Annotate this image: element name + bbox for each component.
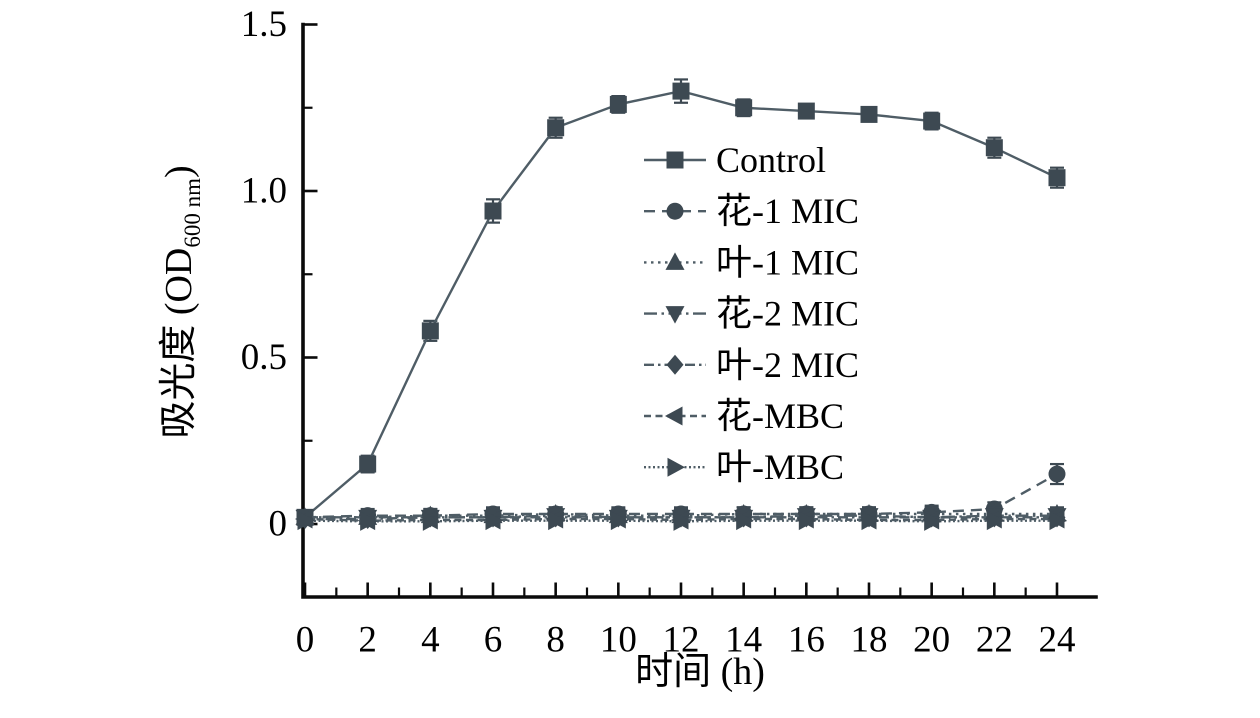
marker-circle-icon [666,202,684,220]
marker-square-icon [609,95,627,113]
x-tick-label: 16 [788,620,825,661]
marker-triangle-right-icon [736,511,754,531]
marker-square-icon [860,105,878,123]
marker-triangle-left-icon [665,406,683,426]
legend-item-5: 叶-2 MIC [644,345,859,385]
x-tick-label: 2 [358,620,377,661]
marker-circle-icon [1048,465,1066,483]
marker-triangle-right-icon [297,511,315,531]
x-tick-label: 12 [662,620,699,661]
legend-item-6: 花-MBC [644,396,844,436]
marker-triangle-up-icon [665,252,685,270]
marker-square-icon [672,82,690,100]
marker-square-icon [985,139,1003,157]
marker-triangle-right-icon [610,511,629,531]
legend-item-1: Control [644,140,826,180]
y-axis-title: 吸光度 (OD600 nm) [158,165,205,438]
marker-square-icon [547,119,565,137]
marker-square-icon [923,112,941,130]
marker-triangle-right-icon [798,511,817,531]
marker-square-icon [421,322,439,340]
x-tick-label: 18 [850,620,887,661]
marker-square-icon [484,202,502,220]
marker-square-icon [666,151,684,169]
legend-label: 叶-2 MIC [716,345,859,385]
marker-triangle-down-icon [665,306,685,324]
marker-triangle-right-icon [360,511,378,531]
marker-triangle-right-icon [485,511,503,531]
marker-triangle-right-icon [422,511,441,531]
legend-item-7: 叶-MBC [644,447,844,487]
y-tick-label: 1.5 [241,4,287,45]
x-tick-label: 4 [421,620,440,661]
y-axis-title-close: ) [158,165,200,178]
legend-label: 花-2 MIC [716,294,859,334]
legend-label: 花-MBC [716,396,844,436]
marker-square-icon [735,99,753,117]
x-tick-label: 0 [296,620,315,661]
y-tick-label: 0.5 [241,337,287,378]
legend-item-2: 花-1 MIC [644,191,859,231]
legend-label: Control [716,140,826,180]
y-axis-title-main: 吸光度 (OD [158,248,200,439]
marker-triangle-right-icon [986,511,1005,531]
marker-triangle-right-icon [1049,511,1067,531]
series-treatment-6 [297,511,1067,531]
legend-item-4: 花-2 MIC [644,294,859,334]
marker-square-icon [359,455,377,473]
x-tick-label: 8 [546,620,565,661]
x-tick-label: 14 [725,620,762,661]
marker-square-icon [1048,169,1066,187]
axis-frame [301,22,1098,599]
marker-triangle-right-icon [924,511,942,531]
marker-triangle-right-icon [548,511,566,531]
marker-triangle-right-icon [861,511,879,531]
series-control [296,78,1066,526]
legend-item-3: 叶-1 MIC [644,242,859,282]
legend-label: 叶-MBC [716,447,844,487]
x-tick-label: 6 [484,620,503,661]
legend-label: 花-1 MIC [716,191,859,231]
x-tick-label: 10 [600,620,637,661]
y-tick-label: 0 [269,504,288,545]
x-tick-label: 20 [913,620,950,661]
x-tick-label: 24 [1038,620,1075,661]
x-tick-label: 22 [976,620,1013,661]
marker-triangle-right-icon [673,511,691,531]
legend-label: 叶-1 MIC [716,242,859,282]
marker-square-icon [797,102,815,120]
marker-triangle-right-icon [667,457,685,477]
marker-diamond-icon [666,354,684,375]
y-tick-label: 1.0 [241,171,287,212]
x-axis-title: 时间 (h) [635,651,765,693]
y-axis-title-subscript: 600 nm [180,178,205,248]
